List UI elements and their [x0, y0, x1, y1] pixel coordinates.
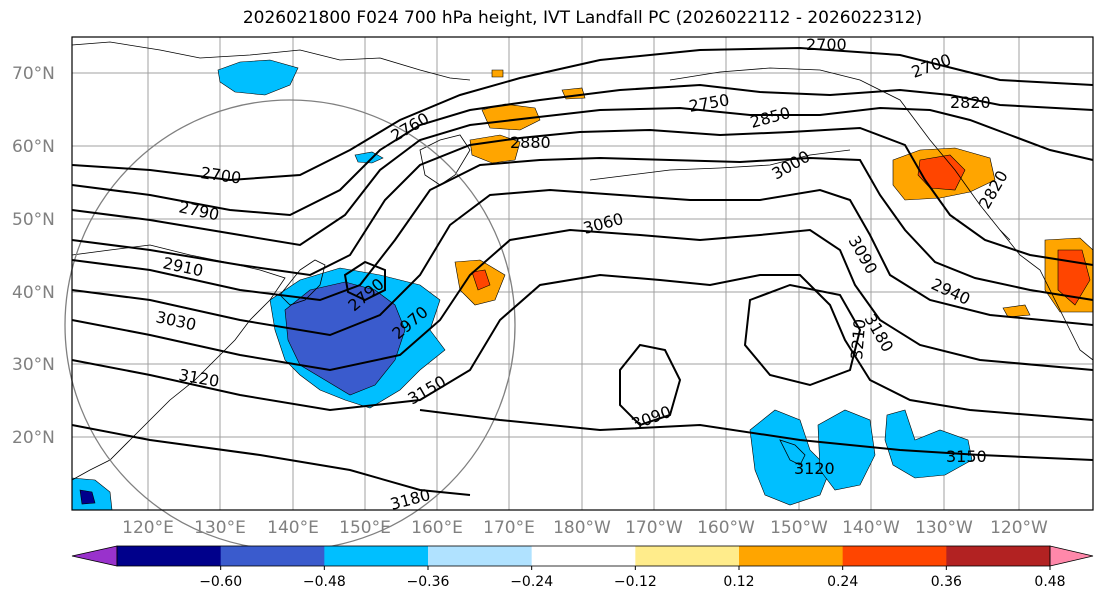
latitude-labels: 70°N 60°N 50°N 40°N 30°N 20°N — [12, 64, 55, 448]
contour-3150-south — [419, 409, 1094, 461]
contour-label: 3090 — [845, 233, 882, 278]
colorbar-tick-labels: −0.60 −0.48 −0.36 −0.24 −0.12 0.12 0.24 0.36 0.4… — [199, 566, 1066, 590]
colorbar-tick-label: −0.48 — [303, 574, 346, 590]
colorbar-segment — [531, 546, 636, 566]
lat-label: 20°N — [12, 428, 55, 448]
contour-3120 — [71, 273, 1094, 421]
colorbar-segment — [946, 546, 1051, 566]
lon-label: 170°E — [483, 518, 535, 538]
lon-label: 140°W — [842, 518, 900, 538]
contour-label: 2790 — [177, 197, 221, 224]
colorbar-extend-low — [71, 545, 118, 567]
contour-low-japan — [343, 260, 386, 302]
coast-japan — [279, 259, 326, 306]
positive-anomaly-small-2 — [1002, 304, 1031, 318]
contour-label: 2940 — [928, 274, 973, 308]
contour-label: 3090 — [629, 402, 674, 434]
lat-label: 40°N — [12, 283, 55, 303]
colorbar-border — [116, 545, 1051, 567]
lon-label: 120°E — [122, 518, 174, 538]
colorbar-segment — [428, 546, 533, 566]
lon-label: 170°W — [625, 518, 683, 538]
contour-3090-low — [619, 343, 682, 427]
colorbar-tick-label: 0.36 — [931, 574, 962, 590]
negative-anomaly-hawaii-east — [884, 409, 973, 479]
contour-label: 2760 — [388, 109, 433, 146]
lon-label: 180°W — [553, 518, 611, 538]
contour-label: 3120 — [177, 365, 220, 391]
colorbar-segment — [635, 546, 740, 566]
coast-hawaii — [779, 439, 806, 466]
colorbar-tick-label: −0.24 — [510, 574, 553, 590]
lon-label: 160°E — [411, 518, 463, 538]
positive-anomaly-bering-2 — [469, 134, 521, 164]
lat-label: 30°N — [12, 355, 55, 375]
contour-label: 3210 — [847, 318, 869, 360]
negative-anomaly-hawaii-west — [749, 409, 831, 506]
colorbar-extend-high — [1049, 545, 1094, 567]
lon-label: 150°E — [339, 518, 391, 538]
coast-asia-north — [71, 41, 471, 81]
coast-kamchatka — [419, 134, 471, 186]
positive-anomaly-small-3 — [491, 69, 504, 78]
lon-label: 130°E — [194, 518, 246, 538]
longitude-labels: 120°E 130°E 140°E 150°E 160°E 170°E 180°… — [122, 518, 1048, 538]
contour-label: 2880 — [510, 133, 551, 152]
colorbar-segment — [324, 546, 429, 566]
colorbar-tick-label: −0.60 — [199, 574, 242, 590]
contour-3000 — [71, 188, 1094, 337]
map-frame — [71, 36, 1094, 511]
lon-label: 150°W — [770, 518, 828, 538]
contour-2940 — [71, 156, 1094, 302]
lon-label: 160°W — [697, 518, 755, 538]
contour-label: 3030 — [154, 307, 198, 334]
contour-label: 2700 — [909, 50, 954, 82]
lat-label: 60°N — [12, 137, 55, 157]
contour-3180 — [71, 424, 471, 496]
contour-3060 — [71, 228, 1094, 372]
contour-label: 2700 — [199, 163, 242, 187]
lat-label: 50°N — [12, 210, 55, 230]
contour-labels: 2700 2700 2700 2750 2820 2850 2760 2880 … — [154, 35, 1012, 514]
lat-label: 70°N — [12, 64, 55, 84]
contour-label: 3000 — [769, 147, 814, 184]
coast-asia-east — [71, 244, 286, 481]
lon-label: 130°W — [915, 518, 973, 538]
lon-label: 120°W — [990, 518, 1048, 538]
negative-core-southwest — [79, 489, 96, 505]
colorbar-segment — [842, 546, 947, 566]
lon-label: 140°E — [267, 518, 319, 538]
coast-north-america — [999, 229, 1094, 361]
positive-core-alaska — [917, 154, 966, 191]
colorbar-tick-label: 0.24 — [827, 574, 858, 590]
coast-alaska — [669, 67, 1011, 241]
colorbar-segment — [739, 546, 844, 566]
negative-anomaly-siberia — [217, 59, 299, 96]
colorbar-tick-label: −0.12 — [614, 574, 657, 590]
contour-2760 — [71, 83, 1094, 217]
positive-core-kuril — [471, 269, 491, 291]
contour-2880 — [71, 126, 1094, 277]
colorbar-tick-label: 0.12 — [723, 574, 754, 590]
contour-2700 — [71, 46, 1094, 182]
contour-3210-high — [743, 283, 862, 387]
height-contours — [71, 46, 1094, 496]
colorbar-segment — [220, 546, 325, 566]
colorbar-tick-label: 0.48 — [1034, 574, 1065, 590]
colorbar-segment — [117, 546, 222, 566]
contour-label: 3150 — [946, 447, 987, 466]
contour-label: 3120 — [794, 459, 835, 478]
map-title: 2026021800 F024 700 hPa height, IVT Land… — [242, 8, 923, 28]
contour-label: 2850 — [748, 103, 792, 132]
coast-aleutian — [589, 149, 851, 181]
coastlines — [71, 41, 1094, 481]
colorbar-tick-label: −0.36 — [407, 574, 450, 590]
colorbar — [71, 545, 1094, 567]
negative-anomaly-hawaii-center — [817, 409, 876, 491]
contour-label: 2820 — [950, 93, 991, 112]
contour-2820 — [71, 106, 1094, 247]
contour-label: 2700 — [806, 35, 847, 54]
